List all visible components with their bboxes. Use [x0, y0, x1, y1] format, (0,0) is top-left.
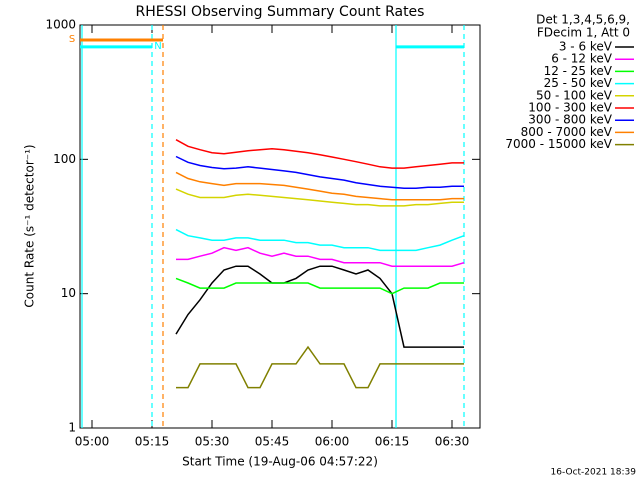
y-tick-label: 1000 [45, 18, 76, 32]
series-line [175, 277, 464, 295]
y-axis-label: Count Rate (s⁻¹ detector⁻¹) [23, 144, 37, 307]
series-line [176, 246, 465, 267]
series-line [175, 265, 464, 348]
legend-header: Det 1,3,4,5,6,9, [536, 13, 630, 27]
x-axis-label: Start Time (19-Aug-06 04:57:22) [182, 455, 378, 469]
x-tick-label: 05:45 [255, 435, 290, 449]
legend-header: FDecim 1, Att 0 [537, 26, 630, 40]
series-line [175, 188, 464, 207]
legend-label: 3 - 6 keV [559, 40, 613, 54]
legend-label: 300 - 800 keV [528, 113, 612, 127]
x-tick-label: 05:00 [75, 435, 110, 449]
legend-label: 7000 - 15000 keV [505, 137, 612, 151]
series-line [175, 171, 464, 201]
y-tick-label: 1 [68, 421, 76, 435]
legend-label: 25 - 50 keV [544, 76, 613, 90]
x-tick-label: 06:15 [375, 435, 410, 449]
series-line [175, 228, 465, 252]
legend-label: 800 - 7000 keV [521, 125, 613, 139]
series-line [176, 345, 464, 389]
series-line [175, 139, 464, 169]
x-tick-label: 05:30 [195, 435, 230, 449]
y-tick-label: 10 [61, 286, 76, 300]
y-tick-label: 100 [53, 152, 76, 166]
timestamp: 16-Oct-2021 18:39 [551, 468, 637, 478]
legend-label: 12 - 25 keV [544, 64, 613, 78]
flag-label: N [154, 41, 161, 52]
flag-label: S [69, 34, 75, 45]
series-line [175, 155, 464, 189]
legend-label: 100 - 300 keV [528, 101, 612, 115]
legend-label: 50 - 100 keV [536, 88, 613, 102]
legend-label: 6 - 12 keV [551, 52, 613, 66]
x-tick-label: 06:30 [435, 435, 470, 449]
chart-title: RHESSI Observing Summary Count Rates [136, 4, 425, 20]
x-tick-label: 05:15 [135, 435, 170, 449]
plot-frame [79, 24, 481, 429]
x-tick-label: 06:00 [315, 435, 350, 449]
